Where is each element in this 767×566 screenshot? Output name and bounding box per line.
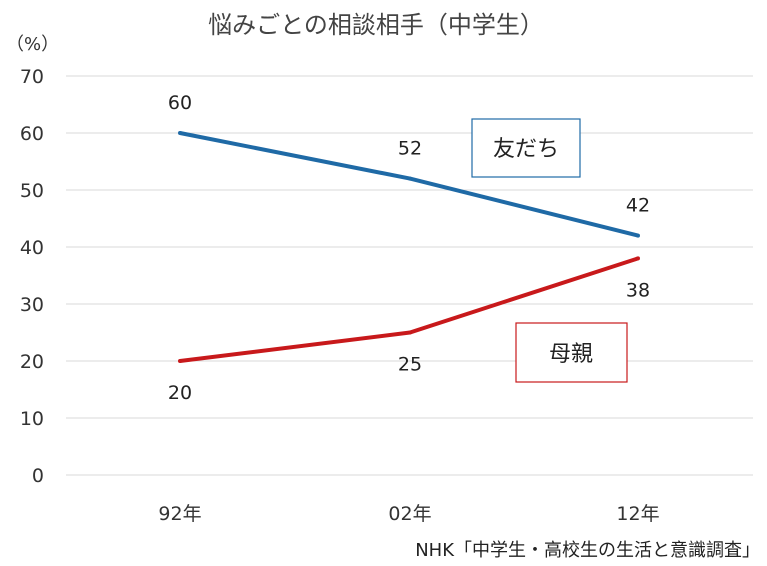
x-tick-2: 12年: [616, 503, 659, 525]
data-label-mother-1: 25: [398, 354, 422, 376]
y-axis-unit: （%）: [6, 34, 59, 55]
y-tick-10: 10: [20, 408, 44, 430]
gridlines: [66, 75, 753, 476]
data-label-mother-0: 20: [168, 382, 192, 404]
data-label-mother-2: 38: [626, 279, 650, 301]
legend-mother-label: 母親: [549, 342, 593, 367]
point-mother-1: [408, 330, 412, 335]
y-tick-60: 60: [20, 123, 44, 145]
x-tick-0: 92年: [158, 503, 201, 525]
series-lines: [178, 131, 640, 363]
point-friends-1: [408, 176, 412, 181]
point-mother-2: [636, 256, 640, 261]
y-tick-40: 40: [20, 237, 44, 259]
data-labels: 60 52 42 20 25 38: [168, 92, 650, 404]
chart-title: 悩みごとの相談相手（中学生）: [208, 11, 544, 39]
legend-friends: 友だち: [471, 118, 581, 178]
y-axis-ticks: 0 10 20 30 40 50 60 70: [20, 66, 44, 487]
point-friends-2: [636, 233, 640, 238]
data-label-friends-1: 52: [398, 138, 422, 160]
x-axis-ticks: 92年 02年 12年: [158, 503, 659, 525]
y-tick-30: 30: [20, 294, 44, 316]
legend-friends-label: 友だち: [493, 137, 559, 162]
legend-mother: 母親: [515, 322, 628, 383]
y-tick-20: 20: [20, 351, 44, 373]
data-label-friends-2: 42: [626, 195, 650, 217]
x-tick-1: 02年: [388, 503, 431, 525]
y-tick-50: 50: [20, 180, 44, 202]
source-note: NHK「中学生・高校生の生活と意識調査」: [415, 540, 760, 561]
point-mother-0: [178, 359, 182, 363]
point-friends-0: [178, 131, 182, 135]
y-tick-70: 70: [20, 66, 44, 88]
y-tick-0: 0: [32, 465, 44, 487]
data-label-friends-0: 60: [168, 92, 192, 114]
